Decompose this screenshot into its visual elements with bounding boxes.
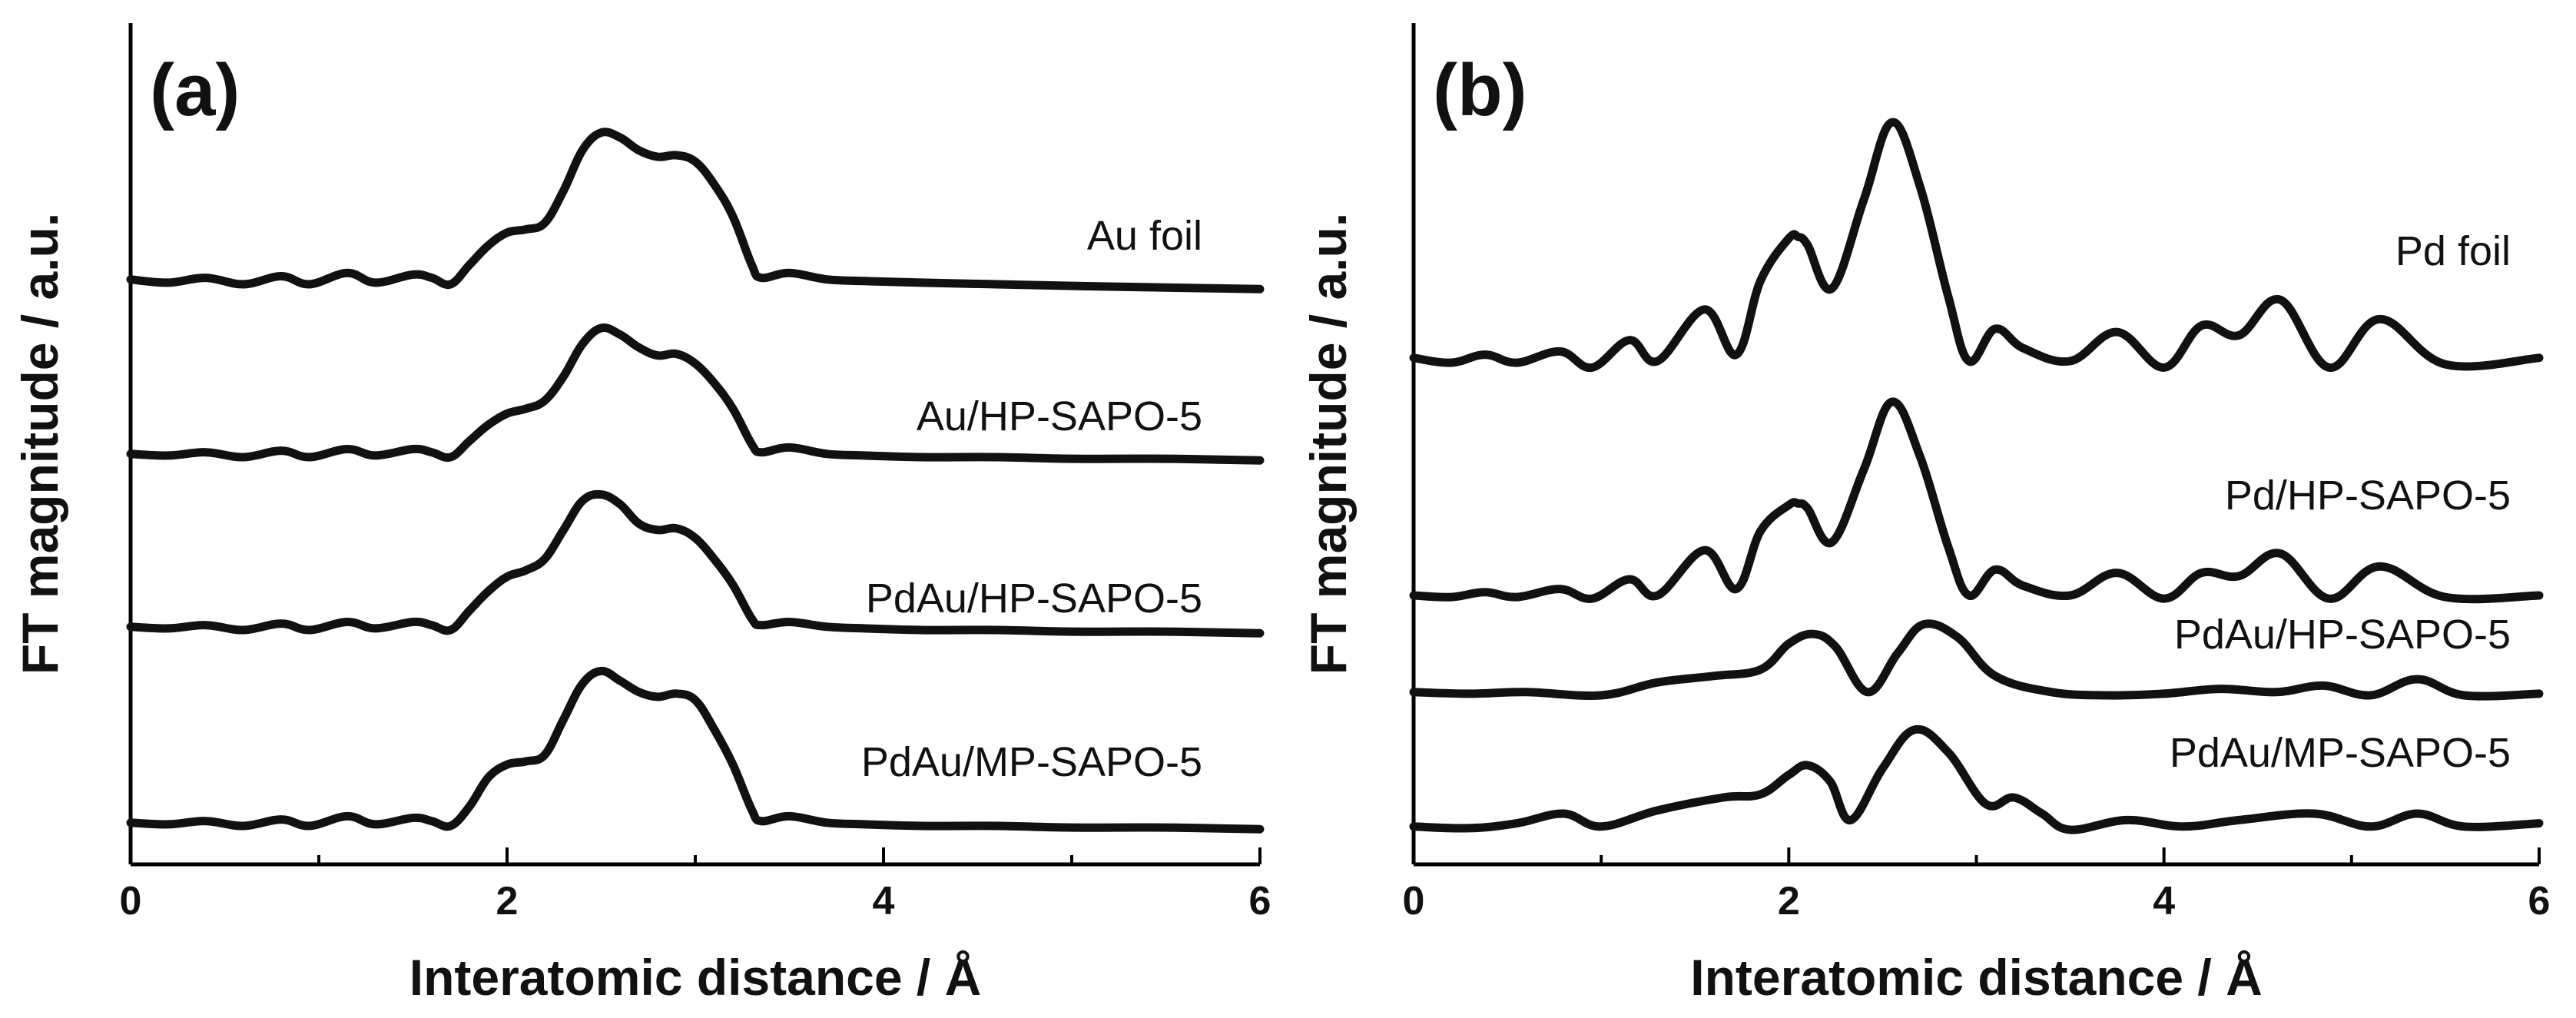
x-axis-title: Interatomic distance / Å: [409, 949, 982, 1006]
series-line: [1409, 619, 2544, 701]
x-tick-label: 2: [1778, 879, 1800, 923]
series-line: [126, 323, 1265, 465]
series-line: [1409, 397, 2544, 604]
y-axis-title: FT magnitude / a.u.: [12, 213, 68, 675]
y-axis-title: FT magnitude / a.u.: [1300, 213, 1357, 675]
panel-label: (a): [150, 49, 240, 131]
panel-label: (b): [1433, 49, 1527, 131]
x-tick-label: 0: [1403, 879, 1425, 923]
series-label: PdAu/MP-SAPO-5: [2170, 730, 2511, 776]
series-line: [126, 666, 1265, 834]
series-label: PdAu/HP-SAPO-5: [2174, 612, 2511, 658]
series-line: [1409, 725, 2544, 834]
series-line: [126, 128, 1265, 293]
x-tick-label: 4: [873, 879, 895, 923]
x-tick-label: 6: [1249, 879, 1271, 923]
series-line: [126, 489, 1265, 638]
x-axis-title: Interatomic distance / Å: [1690, 949, 2263, 1006]
series-line: [1409, 118, 2544, 372]
series-label: Au/HP-SAPO-5: [917, 393, 1202, 439]
series-label: Pd foil: [2395, 228, 2511, 274]
panel-a: 0 2 4 6 Interatomic distance / Å FT magnitude…: [12, 23, 1271, 1006]
x-tick-label: 6: [2528, 879, 2551, 923]
panel-b: 0 2 4 6 Interatomic distance / Å FT magnitude…: [1300, 23, 2550, 1006]
series-label: PdAu/MP-SAPO-5: [861, 739, 1202, 785]
x-tick-label: 4: [2153, 879, 2175, 923]
series-label: PdAu/HP-SAPO-5: [866, 575, 1202, 622]
series-label: Au foil: [1087, 213, 1202, 259]
series-label: Pd/HP-SAPO-5: [2225, 473, 2511, 519]
x-tick-label: 2: [496, 879, 519, 923]
x-tick-label: 0: [120, 879, 142, 923]
